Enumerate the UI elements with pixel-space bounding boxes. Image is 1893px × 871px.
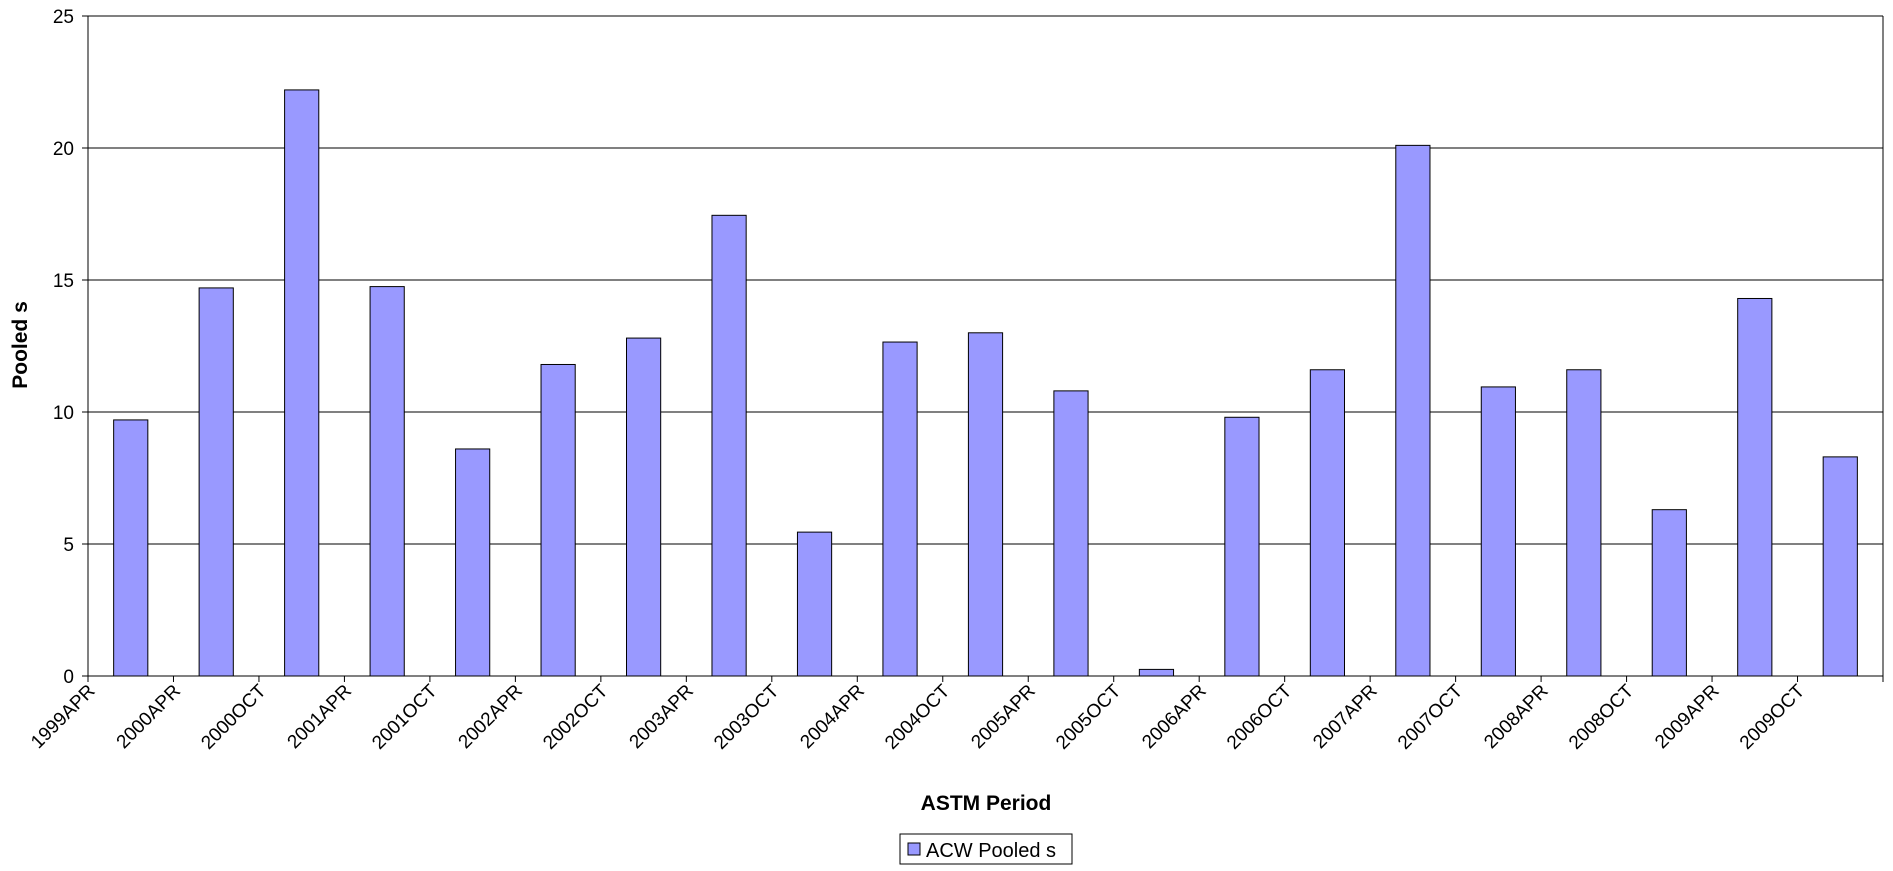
x-tick-label: 2008OCT bbox=[1565, 680, 1638, 753]
bar bbox=[1480, 386, 1516, 677]
bar bbox=[198, 287, 234, 677]
x-tick-label: 2002APR bbox=[455, 681, 527, 753]
bar bbox=[882, 341, 918, 677]
y-tick-labels: 0 5 10 15 20 25 bbox=[53, 7, 74, 688]
bar bbox=[796, 531, 833, 677]
x-tick-label: 2006APR bbox=[1138, 681, 1210, 753]
legend: ACW Pooled s bbox=[899, 833, 1073, 865]
x-tick-label: 2001OCT bbox=[368, 680, 441, 753]
bar bbox=[1737, 297, 1773, 677]
x-tick-label: 2001APR bbox=[284, 681, 356, 753]
y-axis-title: Pooled s bbox=[9, 301, 32, 389]
y-tick-label: 5 bbox=[63, 535, 74, 556]
y-tick-label: 15 bbox=[53, 271, 74, 292]
x-tick-label: 2004APR bbox=[796, 681, 868, 753]
bar bbox=[1395, 144, 1431, 677]
bar bbox=[1651, 509, 1687, 677]
y-tick-label: 10 bbox=[53, 403, 74, 424]
bar bbox=[540, 363, 576, 677]
bar bbox=[1138, 668, 1175, 677]
x-tick-label: 2000OCT bbox=[197, 680, 270, 753]
legend-label: ACW Pooled s bbox=[926, 840, 1056, 862]
x-tick-label: 2005OCT bbox=[1052, 680, 1125, 753]
bar bbox=[1224, 416, 1260, 677]
y-tick-label: 25 bbox=[53, 7, 74, 28]
bar bbox=[113, 419, 149, 677]
y-tick-label: 20 bbox=[53, 139, 74, 160]
y-tick-label: 0 bbox=[63, 667, 74, 688]
x-tick-label: 2003APR bbox=[626, 681, 698, 753]
x-tick-label: 2006OCT bbox=[1223, 680, 1296, 753]
bar bbox=[1566, 369, 1602, 677]
legend-swatch bbox=[907, 842, 921, 856]
x-tick-label: 2007OCT bbox=[1394, 680, 1467, 753]
x-tick-label: 2009OCT bbox=[1736, 680, 1809, 753]
bar bbox=[1053, 390, 1089, 677]
bar bbox=[1309, 369, 1346, 677]
bar bbox=[284, 89, 320, 677]
axes bbox=[82, 15, 1884, 682]
x-tick-label: 2003OCT bbox=[710, 680, 783, 753]
bar bbox=[455, 448, 491, 677]
x-tick-label: 2005APR bbox=[967, 681, 1039, 753]
x-tick-label: 2000APR bbox=[113, 681, 185, 753]
bar bbox=[967, 332, 1004, 677]
x-tick-label: 2009APR bbox=[1651, 681, 1723, 753]
x-tick-label: 2004OCT bbox=[881, 680, 954, 753]
x-axis-title: ASTM Period bbox=[921, 792, 1052, 815]
x-tick-label: 2002OCT bbox=[539, 680, 612, 753]
x-tick-label: 2007APR bbox=[1309, 681, 1381, 753]
legend-box bbox=[899, 833, 1073, 865]
bar bbox=[711, 214, 747, 677]
bar bbox=[626, 337, 662, 677]
x-tick-label: 1999APR bbox=[27, 681, 99, 753]
x-tick-label: 2008APR bbox=[1480, 681, 1552, 753]
bar bbox=[1822, 456, 1858, 677]
x-tick-labels: 1999APR 2000APR 2000OCT 2001APR 2001OCT 2002A… bbox=[27, 680, 1809, 753]
bars bbox=[113, 89, 1858, 677]
bar bbox=[369, 286, 405, 677]
